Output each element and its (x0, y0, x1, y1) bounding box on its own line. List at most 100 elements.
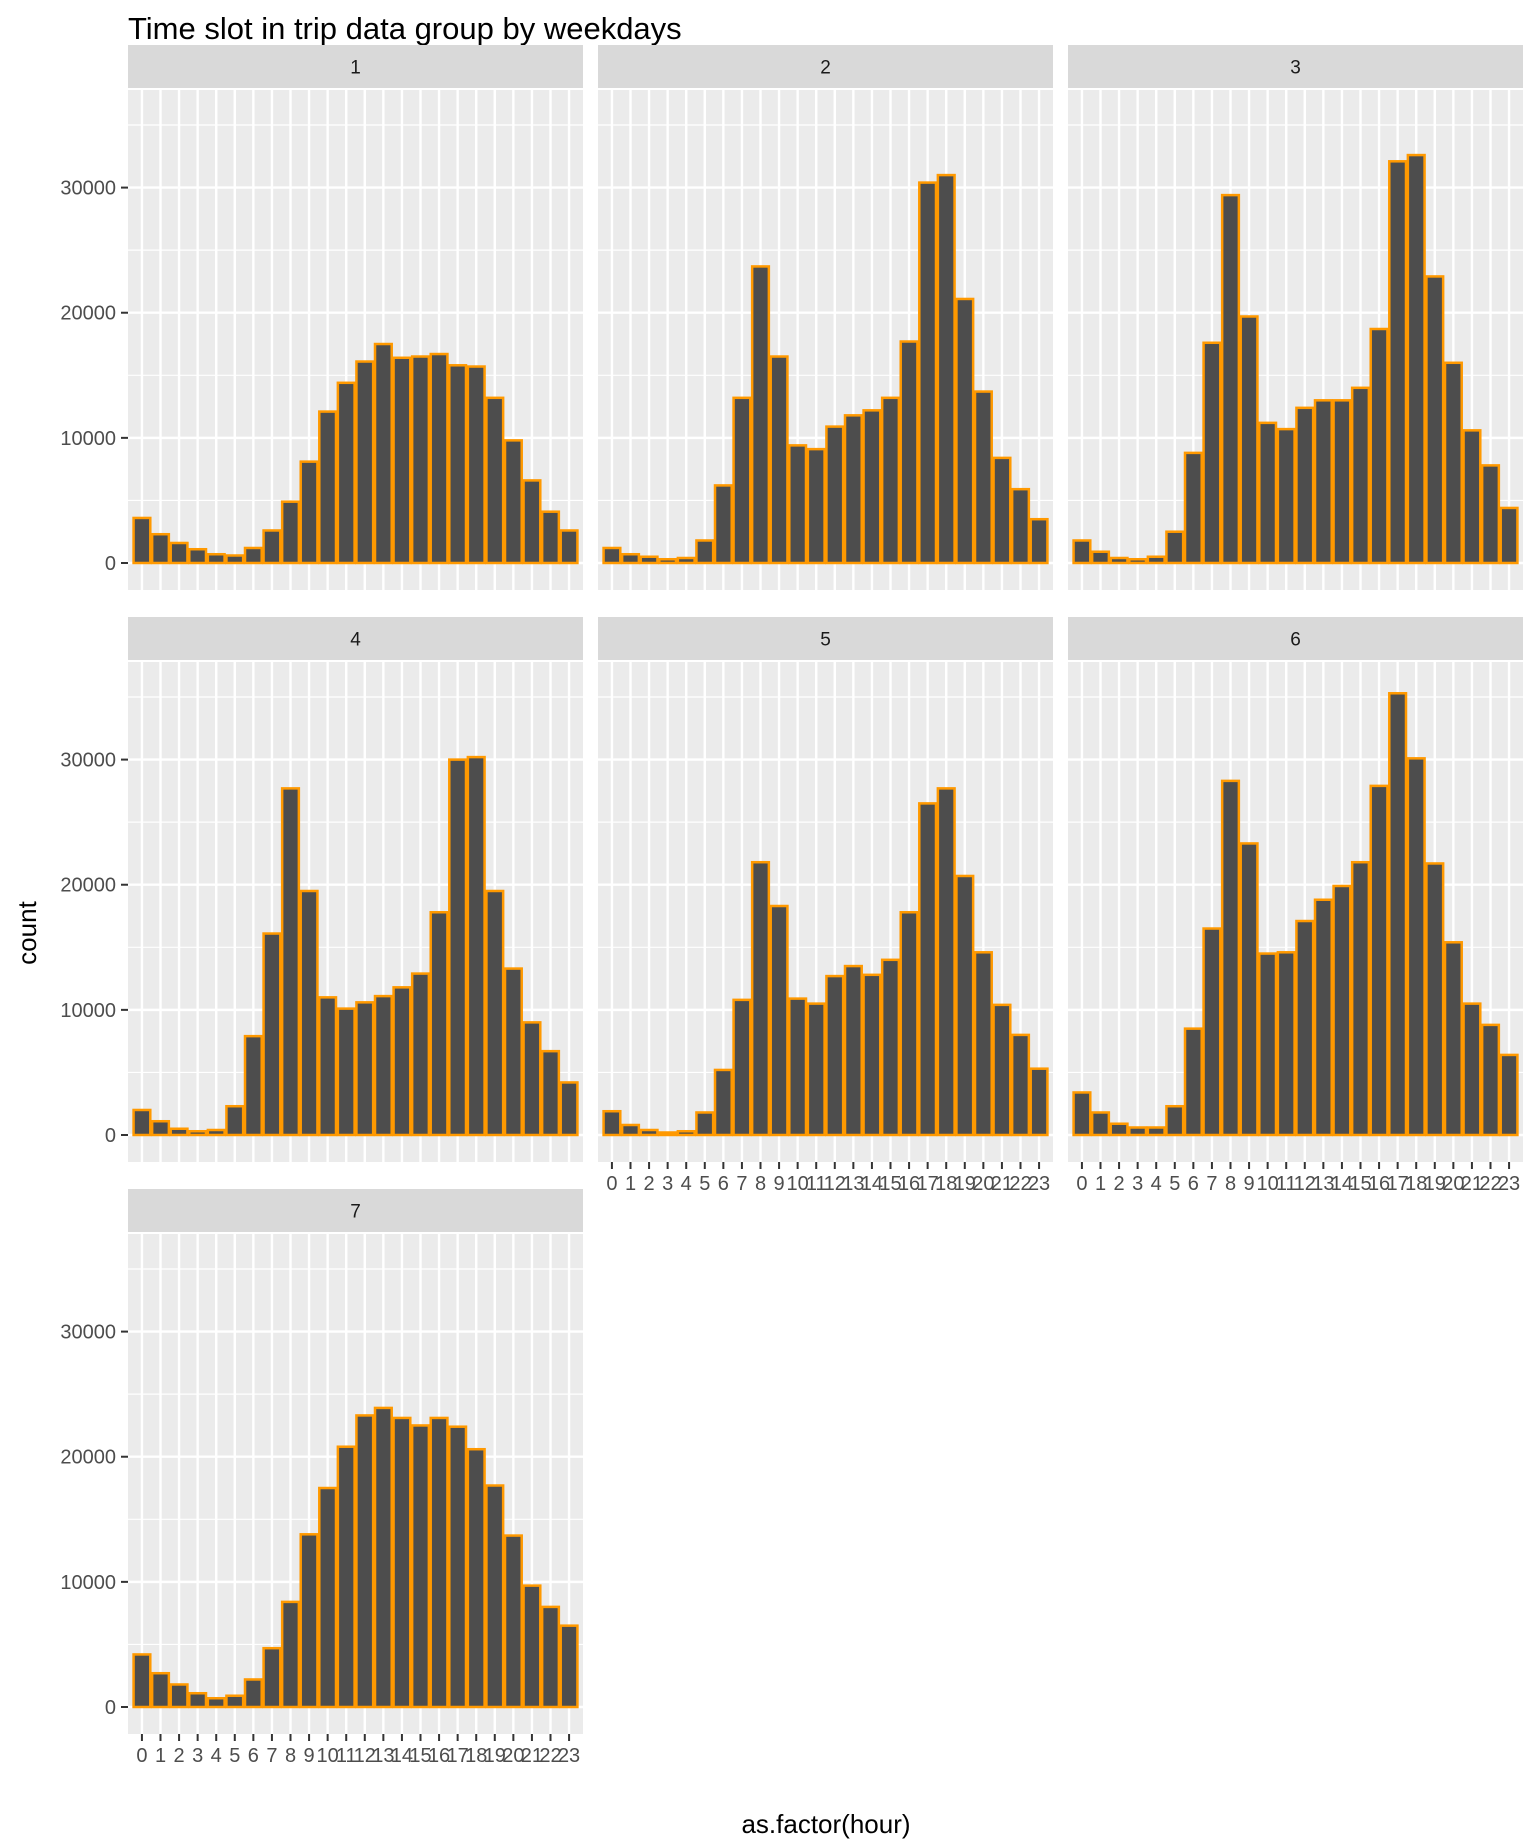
x-tick-label: 16 (1368, 1173, 1390, 1195)
bar-facet6-hour2 (1109, 1122, 1129, 1137)
y-tick-label: 0 (105, 553, 116, 575)
facet-strip-label: 2 (820, 58, 831, 79)
facet-strip-label: 6 (1290, 630, 1301, 651)
y-tick-label: 30000 (60, 1322, 116, 1344)
bar-facet5-hour2 (639, 1128, 659, 1137)
bar-facet1-hour7 (262, 529, 282, 565)
bar-facet3-hour14 (1332, 399, 1352, 565)
bar-facet2-hour6 (713, 484, 733, 565)
x-tick-label: 17 (1387, 1173, 1409, 1195)
x-tick-label: 8 (285, 1745, 296, 1767)
bar-facet7-hour9 (299, 1533, 319, 1709)
bar-facet3-hour4 (1146, 555, 1166, 565)
facet-strip (1068, 45, 1523, 88)
bar-facet2-hour7 (732, 396, 752, 565)
x-tick-label: 17 (917, 1173, 939, 1195)
x-tick-label: 19 (1424, 1173, 1446, 1195)
x-tick-label: 13 (1312, 1173, 1334, 1195)
bar-facet1-hour16 (429, 352, 449, 565)
bar-facet6-hour5 (1165, 1104, 1185, 1137)
bar-facet2-hour18 (936, 173, 956, 565)
x-tick-label: 22 (1479, 1173, 1501, 1195)
bar-facet1-hour5 (225, 554, 245, 565)
x-tick-label: 2 (1114, 1173, 1125, 1195)
facet-panel-4: 4 0 10000 20000 30000 (60, 617, 583, 1162)
bar-facet3-hour22 (1480, 464, 1501, 565)
y-tick-label: 30000 (60, 178, 116, 200)
x-tick-label: 13 (842, 1173, 864, 1195)
x-tick-label: 2 (174, 1745, 185, 1767)
bar-facet2-hour17 (918, 181, 938, 565)
bar-facet4-hour3 (188, 1129, 208, 1137)
bar-facet7-hour7 (262, 1646, 282, 1709)
bar-facet1-hour1 (150, 532, 171, 565)
bar-facet5-hour8 (750, 860, 771, 1137)
x-tick-label: 8 (1225, 1173, 1236, 1195)
bar-facet3-hour1 (1090, 550, 1111, 565)
bar-facet1-hour11 (336, 381, 356, 565)
bar-facet6-hour12 (1295, 919, 1315, 1137)
x-tick-label: 22 (539, 1745, 561, 1767)
y-tick-label: 20000 (60, 875, 116, 897)
bar-facet2-hour21 (992, 456, 1012, 565)
bar-facet1-hour19 (485, 396, 505, 565)
bar-facet7-hour8 (280, 1600, 301, 1709)
bar-facet1-hour9 (299, 460, 319, 565)
bar-facet3-hour11 (1276, 427, 1296, 565)
y-tick-label: 0 (105, 1697, 116, 1719)
x-tick-label: 23 (558, 1745, 580, 1767)
x-tick-label: 3 (192, 1745, 203, 1767)
bar-facet2-hour3 (658, 557, 678, 565)
x-tick-label: 4 (681, 1173, 692, 1195)
y-tick-label: 20000 (60, 1447, 116, 1469)
bar-facet3-hour20 (1443, 361, 1463, 565)
bar-facet7-hour13 (373, 1406, 393, 1709)
bar-facet5-hour10 (788, 997, 808, 1137)
x-tick-label: 21 (1461, 1173, 1483, 1195)
bar-facet5-hour11 (806, 1002, 826, 1137)
bar-facet4-hour4 (206, 1128, 226, 1137)
bar-facet3-hour8 (1220, 193, 1241, 565)
x-tick-label: 20 (1442, 1173, 1464, 1195)
y-tick-label: 30000 (60, 750, 116, 772)
bar-facet5-hour16 (899, 911, 919, 1137)
x-tick-label: 12 (824, 1173, 846, 1195)
bar-facet3-hour2 (1109, 556, 1129, 565)
facet-strip (598, 45, 1053, 88)
bar-facet3-hour12 (1295, 406, 1315, 565)
bar-facet4-hour11 (336, 1007, 356, 1137)
facet-strip (128, 45, 583, 88)
bar-facet4-hour21 (522, 1021, 542, 1137)
bar-facet6-hour11 (1276, 951, 1296, 1137)
bar-facet1-hour20 (503, 439, 523, 565)
bar-facet3-hour6 (1183, 451, 1203, 565)
x-tick-label: 6 (718, 1173, 729, 1195)
x-tick-label: 13 (372, 1745, 394, 1767)
bar-facet7-hour10 (318, 1486, 338, 1709)
bar-facet1-hour0 (132, 516, 152, 565)
bar-facet3-hour15 (1350, 386, 1371, 565)
x-tick-label: 8 (755, 1173, 766, 1195)
x-tick-label: 5 (1169, 1173, 1180, 1195)
bar-facet1-hour22 (540, 510, 561, 565)
bar-facet5-hour12 (825, 974, 845, 1137)
x-tick-label: 16 (898, 1173, 920, 1195)
bar-facet6-hour14 (1332, 884, 1352, 1137)
bar-facet1-hour21 (522, 479, 542, 565)
bar-facet6-hour15 (1350, 860, 1371, 1137)
bar-facet2-hour14 (862, 409, 882, 565)
facet-strip-label: 7 (350, 1202, 361, 1223)
bar-facet7-hour15 (410, 1424, 431, 1709)
bar-facet5-hour0 (602, 1109, 622, 1137)
bar-facet6-hour4 (1146, 1126, 1166, 1137)
facet-strip (1068, 617, 1523, 660)
x-tick-label: 9 (774, 1173, 785, 1195)
x-tick-label: 12 (354, 1745, 376, 1767)
bar-facet4-hour17 (448, 758, 468, 1137)
bar-facet7-hour20 (503, 1534, 523, 1709)
bar-facet6-hour23 (1499, 1053, 1519, 1137)
bar-facet1-hour18 (466, 365, 486, 565)
x-tick-label: 11 (336, 1745, 357, 1767)
x-tick-label: 1 (1095, 1173, 1106, 1195)
